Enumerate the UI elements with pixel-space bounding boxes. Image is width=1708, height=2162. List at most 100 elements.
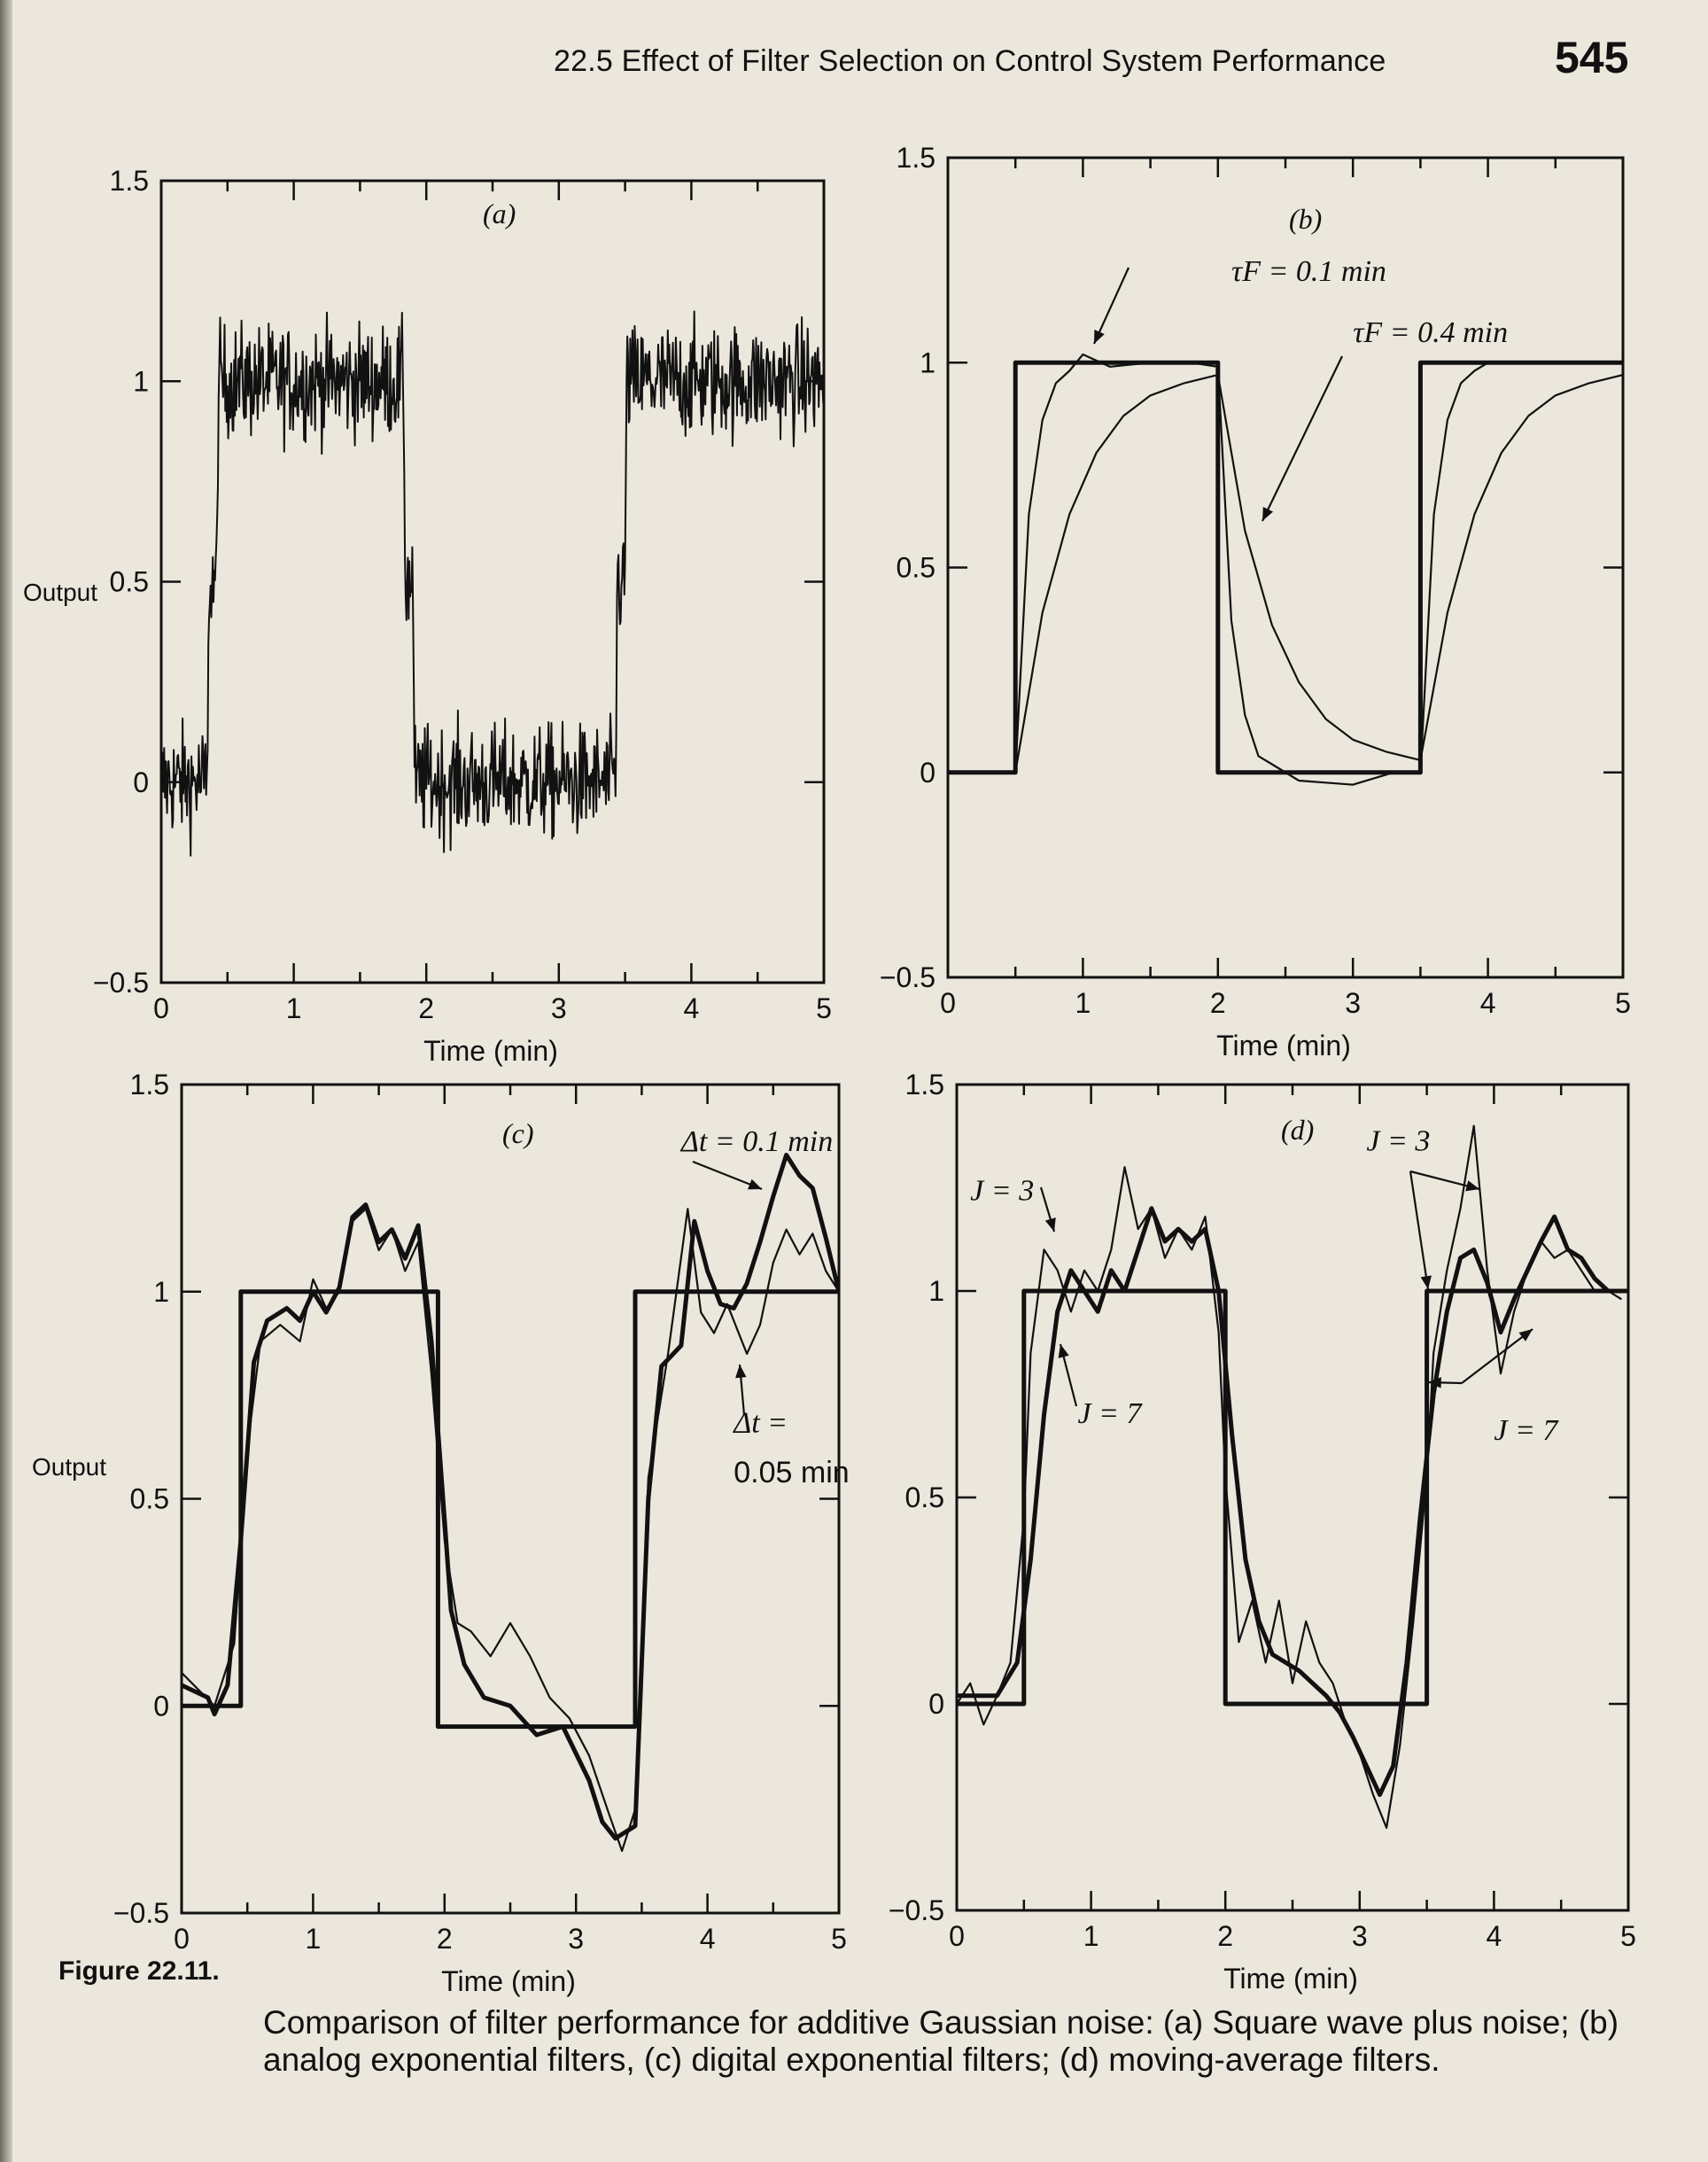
arrow-head <box>1518 1329 1533 1342</box>
x-tick-label: 3 <box>1352 1920 1368 1952</box>
x-tick-label: 2 <box>437 1923 453 1955</box>
annotation-label: τF = 0.4 min <box>1353 316 1508 349</box>
y-tick-label: 1.5 <box>130 1069 169 1100</box>
x-axis-label: Time (min) <box>1216 1030 1351 1062</box>
annotation-label: J = 7 <box>1494 1414 1559 1447</box>
arrow-head <box>1058 1344 1069 1358</box>
y-tick-label: 0.5 <box>897 552 936 584</box>
arrow-head <box>1428 1377 1441 1388</box>
arrow-head <box>748 1178 762 1190</box>
x-tick-label: 4 <box>1480 987 1496 1019</box>
annotation-arrow <box>1262 355 1343 522</box>
x-tick-label: 5 <box>1620 1920 1636 1952</box>
x-tick-label: 1 <box>1075 987 1091 1019</box>
annotation-label: Δt = <box>732 1407 788 1440</box>
plot-frame <box>955 1083 1630 1912</box>
x-tick-label: 2 <box>418 992 434 1024</box>
y-tick-label: 1 <box>928 1275 944 1307</box>
y-tick-label: 1.5 <box>110 165 149 197</box>
x-tick-label: 2 <box>1210 987 1226 1019</box>
panel-label: (b) <box>1289 203 1322 235</box>
arrow-head <box>1094 330 1105 344</box>
panel-label: (a) <box>483 198 516 229</box>
x-tick-label: 1 <box>306 1923 322 1955</box>
y-tick-label: 0 <box>153 1690 169 1722</box>
x-tick-label: 0 <box>174 1923 190 1955</box>
y-tick-label: 0.5 <box>130 1483 169 1515</box>
x-tick-label: 4 <box>684 992 700 1024</box>
y-tick-label: 1 <box>133 365 149 397</box>
x-tick-label: 5 <box>1615 987 1631 1019</box>
annotation-label: τF = 0.1 min <box>1231 255 1386 288</box>
x-tick-label: 0 <box>949 1920 965 1952</box>
plot-frame <box>180 1083 841 1915</box>
x-tick-label: 1 <box>286 992 302 1024</box>
panel-label: (c) <box>502 1117 534 1149</box>
x-tick-label: 3 <box>1345 987 1361 1019</box>
series-line-2 <box>182 1153 839 1841</box>
y-tick-label: 0.5 <box>905 1482 944 1513</box>
arrow-head <box>1465 1180 1479 1192</box>
x-axis-label: Time (min) <box>441 1965 576 1997</box>
annotation-arrow <box>1092 267 1130 345</box>
annotation-label: Δt = 0.1 min <box>679 1125 833 1158</box>
figure-caption: Comparison of filter performance for add… <box>263 2004 1619 2078</box>
y-tick-label: −0.5 <box>889 1894 944 1926</box>
page-number: 545 <box>1555 33 1629 82</box>
annotation-arrow <box>1461 1328 1533 1384</box>
y-axis-label: Output <box>23 579 97 606</box>
y-tick-label: −0.5 <box>880 961 936 993</box>
annotation-label: J = 7 <box>1077 1397 1143 1430</box>
y-tick-label: 1 <box>153 1276 169 1308</box>
annotation-label: J = 3 <box>1366 1125 1430 1158</box>
annotation-label: 0.05 min <box>734 1456 849 1489</box>
arrow-head <box>1420 1275 1432 1289</box>
y-tick-label: 0 <box>133 766 149 798</box>
series-line-1 <box>161 310 824 857</box>
figure-label: Figure 22.11. <box>58 1956 220 1986</box>
running-head: 22.5 Effect of Filter Selection on Contr… <box>554 44 1386 78</box>
x-tick-label: 0 <box>940 987 956 1019</box>
x-tick-label: 4 <box>700 1923 716 1955</box>
x-tick-label: 0 <box>153 992 169 1024</box>
x-tick-label: 3 <box>568 1923 584 1955</box>
y-tick-label: 1 <box>920 346 936 378</box>
arrow-head <box>1262 507 1274 521</box>
series-line-3 <box>948 374 1623 774</box>
annotation-arrow <box>1409 1170 1430 1290</box>
y-tick-label: −0.5 <box>113 1897 169 1929</box>
y-tick-label: 0 <box>928 1688 944 1720</box>
x-tick-label: 2 <box>1217 1920 1233 1952</box>
series-line-1 <box>957 1288 1628 1707</box>
series-line-3 <box>182 1208 839 1852</box>
y-tick-label: 1.5 <box>905 1069 944 1100</box>
page-binding-edge <box>0 0 12 2162</box>
x-axis-label: Time (min) <box>1223 1963 1358 1995</box>
x-tick-label: 4 <box>1487 1920 1502 1952</box>
arrow-head <box>1044 1217 1056 1232</box>
annotation-label: J = 3 <box>970 1174 1034 1207</box>
x-tick-label: 1 <box>1083 1920 1099 1952</box>
y-axis-label: Output <box>32 1453 106 1481</box>
x-tick-label: 5 <box>831 1923 847 1955</box>
series-line-2 <box>957 1124 1622 1829</box>
series-line-3 <box>957 1206 1622 1797</box>
series-line-1 <box>948 360 1623 775</box>
x-tick-label: 5 <box>816 992 832 1024</box>
panel-label: (d) <box>1281 1114 1314 1146</box>
series-line-1 <box>182 1289 839 1730</box>
arrow-head <box>735 1365 747 1379</box>
y-tick-label: 1.5 <box>897 142 936 174</box>
y-tick-label: 0.5 <box>110 566 149 598</box>
x-tick-label: 3 <box>551 992 567 1024</box>
y-tick-label: −0.5 <box>93 967 149 999</box>
plot-frame <box>159 179 826 984</box>
series-line-2 <box>948 353 1623 786</box>
y-tick-label: 0 <box>920 757 936 789</box>
x-axis-label: Time (min) <box>423 1035 558 1067</box>
